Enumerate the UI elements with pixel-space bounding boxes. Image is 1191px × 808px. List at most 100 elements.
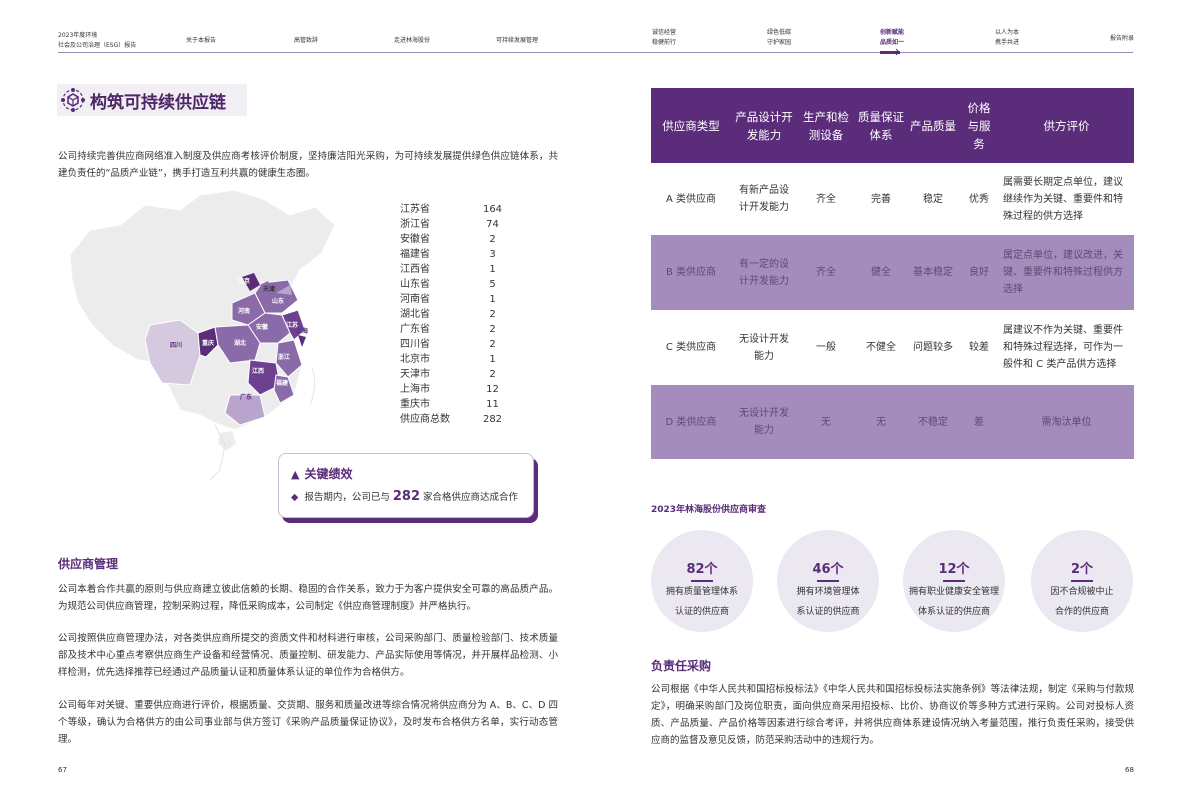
province-count: 164 <box>482 204 503 215</box>
table-row: A 类供应商 有新产品设计开发能力 齐全 完善 稳定 优秀 属需要长期定点单位，建议继续作为… <box>651 163 1134 235</box>
section-title: 构筑可持续供应链 <box>57 84 247 116</box>
table-cell: 稳定 <box>907 163 959 235</box>
map-label-hubei: 湖北 <box>234 339 246 347</box>
stat-value: 82个 <box>651 558 753 582</box>
table-cell: 属定点单位，建议改进，关键、重要件和特殊过程供方选择 <box>999 235 1134 310</box>
table-header-row: 供应商类型 产品设计开发能力 生产和检测设备 质量保证体系 产品质量 价格与服务… <box>651 88 1134 163</box>
kpi-number: 282 <box>392 489 420 504</box>
nav-item-green[interactable]: 绿色低碳 守护家园 <box>767 28 791 48</box>
nav-item-people[interactable]: 以人为本 携手共进 <box>995 28 1019 48</box>
province-name: 安徽省 <box>400 234 430 245</box>
province-name: 江西省 <box>400 264 430 275</box>
province-count: 11 <box>486 399 499 410</box>
table-cell: C 类供应商 <box>651 310 731 385</box>
key-performance-box: ▲ 关键绩效 ◆ 报告期内，公司已与 282 家合格供应商达成合作 <box>278 453 534 518</box>
map-label-tianjin: 天津 <box>263 285 275 293</box>
map-label-shanghai: 上海 <box>296 327 308 335</box>
province-name: 上海市 <box>400 384 430 395</box>
table-cell: 不健全 <box>855 310 907 385</box>
province-count: 2 <box>489 309 496 320</box>
table-cell: 齐全 <box>797 163 855 235</box>
nav-item-message[interactable]: 高管致辞 <box>294 36 318 46</box>
stat-label: 拥有环境管理体 系认证的供应商 <box>771 582 885 622</box>
nav-label: 走进林海股份 <box>394 37 431 44</box>
stat-label: 拥有质量管理体系 认证的供应商 <box>645 582 759 622</box>
review-stat-1: 82个 拥有质量管理体系 认证的供应商 <box>651 530 753 632</box>
table-cell: 不稳定 <box>907 385 959 459</box>
table-cell: 无设计开发能力 <box>731 385 797 459</box>
province-count: 1 <box>489 294 496 305</box>
province-count: 2 <box>489 324 496 335</box>
table-cell: 完善 <box>855 163 907 235</box>
china-supplier-map: 北京 天津 山东 河南 江苏 安徽 上海 四川 重庆 湖北 浙江 江西 福建 广… <box>69 189 336 481</box>
warning-triangle-icon: ▲ <box>291 468 300 481</box>
nav-item-company[interactable]: 走进林海股份 <box>394 36 430 46</box>
province-row: 江西省 1 <box>400 262 505 277</box>
table-cell: 较差 <box>959 310 999 385</box>
table-header: 生产和检测设备 <box>797 88 855 163</box>
nav-item-sustainability[interactable]: 可持续发展管理 <box>496 36 538 46</box>
stat-label: 因不合规被中止 合作的供应商 <box>1025 582 1139 622</box>
table-cell: 优秀 <box>959 163 999 235</box>
map-label-anhui: 安徽 <box>256 323 269 331</box>
province-row: 山东省 5 <box>400 277 505 292</box>
kpi-post: 家合格供应商达成合作 <box>423 492 519 503</box>
table-cell: D 类供应商 <box>651 385 731 459</box>
page-number-left: 67 <box>58 766 67 774</box>
nav-item-about[interactable]: 关于本报告 <box>186 36 216 46</box>
section-title-text: 构筑可持续供应链 <box>90 93 226 113</box>
intro-paragraph: 公司持续完善供应商网络准入制度及供应商考核评价制度，坚持廉洁阳光采购，为可持续发… <box>58 151 558 179</box>
stat-label-line: 合作的供应商 <box>1054 607 1109 617</box>
province-count: 5 <box>489 279 496 290</box>
table-cell: 无 <box>855 385 907 459</box>
table-cell: 一般 <box>797 310 855 385</box>
page-number-right: 68 <box>1125 766 1134 774</box>
province-name: 浙江省 <box>400 219 430 230</box>
nav-label: 高管致辞 <box>294 37 319 44</box>
province-row: 四川省 2 <box>400 337 505 352</box>
province-row: 天津市 2 <box>400 367 505 382</box>
stat-label-line: 因不合规被中止 <box>1050 587 1114 597</box>
responsible-procurement-title: 负责任采购 <box>651 659 712 673</box>
table-cell: 问题较多 <box>907 310 959 385</box>
stat-label-line: 体系认证的供应商 <box>917 607 990 617</box>
province-count: 2 <box>489 339 496 350</box>
stat-value: 2个 <box>1031 558 1133 582</box>
kpi-detail: ◆ 报告期内，公司已与 282 家合格供应商达成合作 <box>291 489 518 504</box>
table-row: D 类供应商 无设计开发能力无无不稳定差需淘汰单位 <box>651 385 1134 459</box>
province-row: 安徽省 2 <box>400 232 505 247</box>
nav-item-innovation[interactable]: 创新赋能 品质如一 <box>880 28 904 48</box>
province-count: 2 <box>489 369 496 380</box>
table-header: 供方评价 <box>999 88 1134 163</box>
province-count: 282 <box>482 414 503 425</box>
table-header: 产品质量 <box>907 88 959 163</box>
province-name: 福建省 <box>400 249 430 260</box>
map-label-sichuan: 四川 <box>170 342 182 349</box>
map-label-fujian: 福建 <box>275 379 289 387</box>
table-cell: 无设计开发能力 <box>731 310 797 385</box>
map-label-beijing: 北京 <box>238 277 250 285</box>
province-count: 1 <box>489 354 496 365</box>
nav-item-appendix[interactable]: 报告附录 <box>1110 34 1134 44</box>
table-row: C 类供应商 无设计开发能力 一般 不健全 问题较多 较差 属建议不作为关键、重要件和特殊过… <box>651 310 1134 385</box>
table-cell: 属需要长期定点单位，建议继续作为关键、重要件和特殊过程的供方选择 <box>999 163 1134 235</box>
nav-label: 绿色低碳 <box>767 29 792 36</box>
table-cell: 属建议不作为关键、重要件和特殊过程选择，可作为一般件和 C 类产品供方选择 <box>999 310 1134 385</box>
table-cell: 良好 <box>959 235 999 310</box>
nav-item-integrity[interactable]: 诚信经营 稳健前行 <box>652 28 676 48</box>
stat-value: 46个 <box>777 558 879 582</box>
review-stat-4: 2个 因不合规被中止 合作的供应商 <box>1031 530 1133 632</box>
province-name: 广东省 <box>400 324 430 335</box>
supply-chain-icon <box>61 88 85 112</box>
table-header: 质量保证体系 <box>855 88 907 163</box>
table-cell: 差 <box>959 385 999 459</box>
table-cell: 需淘汰单位 <box>999 385 1134 459</box>
table-row: B 类供应商 有一定的设计开发能力 齐全 健全 基本稳定 良好 属定点单位，建议改进，关键、… <box>651 235 1134 310</box>
stat-label-line: 拥有职业健康安全管理 <box>908 587 999 597</box>
nav-label: 关于本报告 <box>186 37 217 44</box>
nav-label: 携手共进 <box>995 39 1020 46</box>
province-row: 湖北省 2 <box>400 307 505 322</box>
province-name: 河南省 <box>400 294 430 305</box>
province-name: 四川省 <box>400 339 430 350</box>
nav-label: 可持续发展管理 <box>496 37 539 44</box>
